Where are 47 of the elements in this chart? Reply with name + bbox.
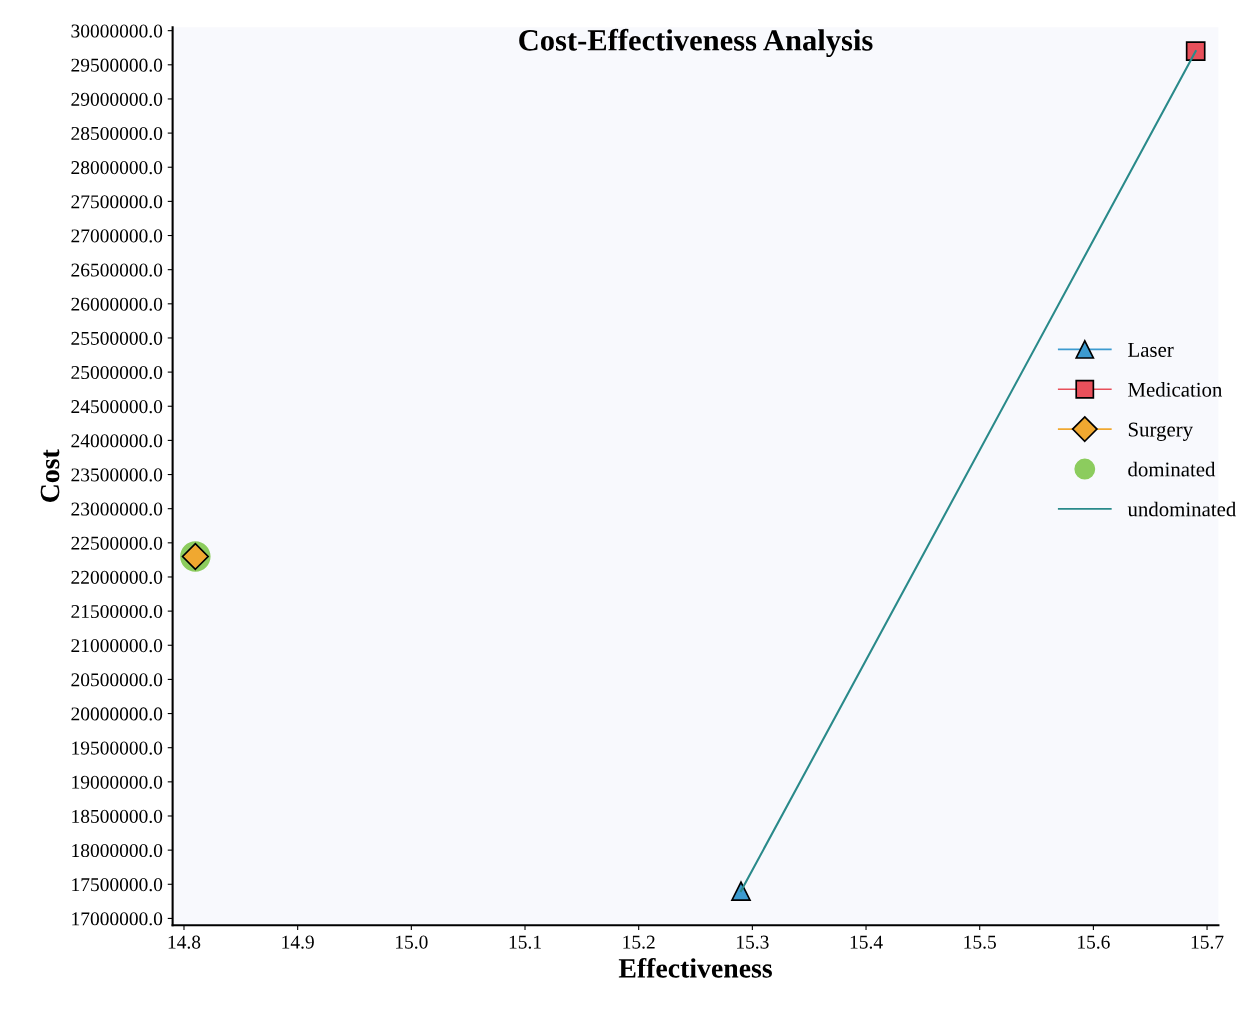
- y-tick-label: 17000000.0: [72, 912, 163, 926]
- x-tick-label: 15.3: [737, 935, 769, 949]
- point: [731, 881, 751, 901]
- point: [1185, 41, 1206, 62]
- y-tick-label: 30000000.0: [71, 24, 163, 38]
- x-tick-label: 15.4: [850, 935, 883, 949]
- x-tick-label: 14.8: [168, 935, 201, 949]
- y-tick-label: 25500000.0: [71, 331, 163, 345]
- y-tick-label: 27000000.0: [71, 229, 163, 243]
- y-axis-title: Cost: [40, 449, 60, 502]
- x-tick-label: 15.2: [623, 935, 655, 949]
- y-tick-label: 17500000.0: [72, 878, 163, 892]
- y-tick-label: 27500000.0: [71, 195, 163, 209]
- y-tick-label: 21500000.0: [71, 604, 163, 619]
- x-tick-label: 15.6: [1078, 935, 1110, 949]
- y-tick-label: 21000000.0: [71, 639, 163, 653]
- legend-label: undominated: [1127, 501, 1237, 517]
- y-tick-label: 28500000.0: [71, 126, 163, 141]
- legend-label: Medication: [1128, 382, 1223, 397]
- y-tick-label: 20500000.0: [71, 673, 163, 687]
- y-tick-label: 28000000.0: [71, 161, 163, 175]
- x-tick-label: 15.7: [1191, 935, 1224, 949]
- y-tick-label: 20000000.0: [71, 707, 163, 721]
- y-tick-label: 23500000.0: [71, 468, 163, 482]
- y-tick-label: 22500000.0: [71, 536, 163, 550]
- x-tick-label: 15.5: [964, 935, 996, 949]
- y-tick-label: 19000000.0: [72, 775, 163, 789]
- x-tick-label: 15.0: [396, 935, 428, 949]
- x-tick-label: 14.9: [282, 935, 314, 949]
- y-tick-label: 24500000.0: [71, 400, 163, 414]
- y-tick-label: 25000000.0: [71, 365, 163, 380]
- y-tick-label: 22000000.0: [71, 570, 163, 584]
- x-axis-title: Effectiveness: [618, 957, 772, 978]
- y-tick-label: 29000000.0: [71, 92, 163, 106]
- y-tick-label: 18500000.0: [72, 809, 163, 824]
- y-tick-label: 26000000.0: [71, 297, 163, 311]
- chart-title: Cost-Effectiveness Analysis: [519, 28, 873, 57]
- y-tick-label: 24000000.0: [71, 434, 163, 448]
- x-tick-label: 15.1: [509, 935, 541, 949]
- y-tick-label: 23000000.0: [71, 502, 163, 516]
- y-tick-label: 26500000.0: [71, 263, 163, 277]
- legend-label: Laser: [1128, 343, 1174, 357]
- legend-label: Surgery: [1128, 422, 1194, 441]
- y-tick-label: 18000000.0: [72, 843, 163, 858]
- y-tick-label: 19500000.0: [72, 741, 163, 755]
- y-tick-label: 29500000.0: [71, 58, 163, 72]
- legend-label: dominated: [1128, 461, 1216, 477]
